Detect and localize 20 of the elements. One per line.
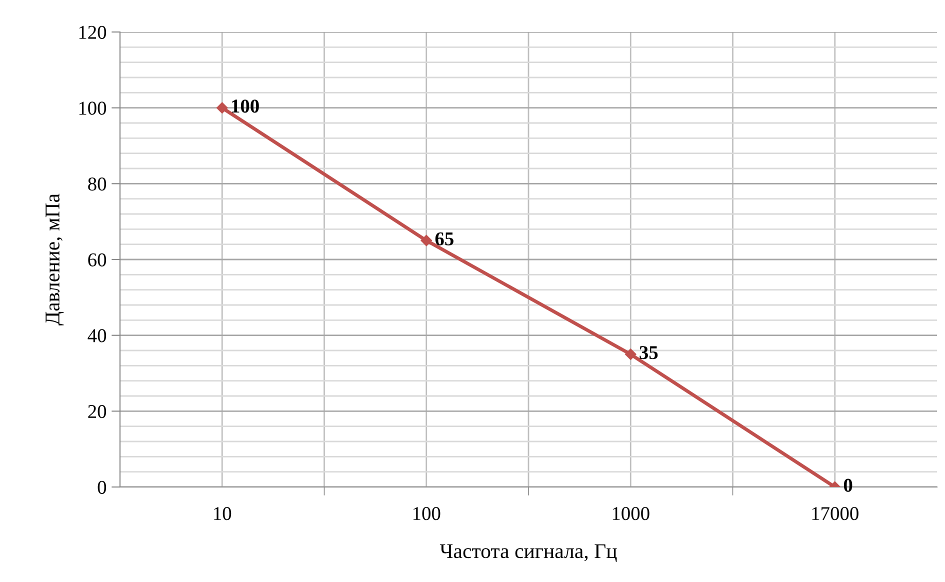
point <box>420 234 432 246</box>
data-label: 35 <box>640 346 658 360</box>
y-tick-label: 60 <box>88 253 106 266</box>
data-label: 65 <box>435 232 454 246</box>
x-tick-label: 1000 <box>612 507 650 520</box>
y-tick-label: 100 <box>79 102 106 115</box>
y-tick-label: 120 <box>79 26 106 39</box>
point <box>625 348 636 360</box>
y-tick-label: 0 <box>98 480 106 494</box>
x-tick-label: 10 <box>214 507 232 520</box>
y-tick-label: 80 <box>88 177 106 191</box>
y-tick-label: 20 <box>88 404 106 418</box>
x-tick-label: 17000 <box>812 507 858 520</box>
x-axis-title: Частота сигнала, Гц <box>440 544 617 562</box>
data-label: 0 <box>844 478 852 492</box>
y-axis-title: Давление, мПа <box>46 194 64 326</box>
data-label: 100 <box>232 100 259 113</box>
point <box>216 102 228 114</box>
x-tick-label: 100 <box>414 507 440 520</box>
y-tick-label: 40 <box>88 329 106 342</box>
